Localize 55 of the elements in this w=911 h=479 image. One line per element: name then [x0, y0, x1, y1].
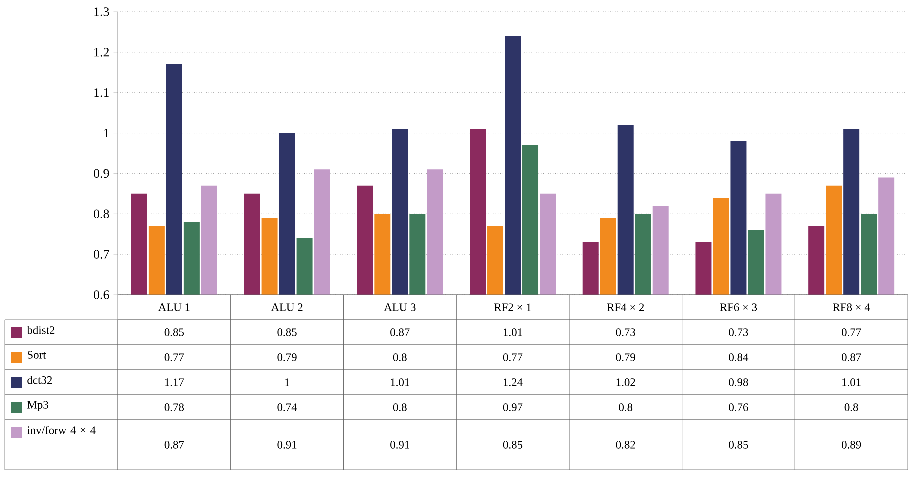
legend-label: Sort — [28, 351, 46, 359]
y-tick-label: 0.6 — [94, 290, 110, 300]
y-tick-label: 1 — [104, 129, 109, 138]
data-label: 0.82 — [616, 441, 636, 449]
data-label: 0.78 — [164, 404, 184, 412]
x-tick-label: ALU 1 — [158, 304, 190, 312]
x-tick-label: ALU 2 — [271, 304, 303, 312]
data-label: 1.17 — [165, 378, 184, 386]
data-label: 1.01 — [842, 378, 861, 386]
data-label: 0.85 — [729, 441, 748, 449]
data-label: 0.77 — [503, 354, 523, 362]
y-tick-label: 1.2 — [94, 48, 110, 57]
data-label: 1.02 — [616, 378, 636, 386]
data-label: 0.87 — [390, 328, 410, 336]
y-tick-label: 0.9 — [94, 169, 110, 178]
data-label: 0.85 — [164, 328, 184, 336]
data-label: 0.8 — [393, 354, 407, 362]
data-label: 1 — [285, 378, 290, 386]
data-label: 0.8 — [619, 404, 633, 412]
x-tick-label: RF6 × 3 — [720, 304, 758, 312]
legend-label: inv/forw 4 × 4 — [27, 426, 96, 434]
y-tick-label: 0.7 — [94, 250, 110, 259]
data-label: 1.01 — [504, 328, 522, 336]
data-label: 0.77 — [842, 328, 862, 336]
legend-label: dct32 — [28, 376, 52, 384]
data-label: 1.01 — [391, 378, 410, 386]
x-tick-label: ALU 3 — [384, 304, 416, 312]
x-tick-label: RF2 × 1 — [494, 304, 532, 312]
data-label: 0.91 — [278, 441, 297, 449]
data-label: 0.98 — [729, 378, 748, 386]
data-label: 0.73 — [616, 328, 636, 336]
data-label: 0.85 — [278, 328, 297, 336]
data-label: 1.24 — [504, 378, 523, 386]
data-label: 0.76 — [729, 404, 748, 412]
data-label: 0.79 — [616, 354, 636, 362]
data-label: 0.79 — [278, 354, 297, 362]
y-tick-label: 1.3 — [94, 8, 110, 16]
data-label: 0.74 — [278, 404, 298, 412]
data-label: 0.85 — [503, 441, 523, 449]
data-label: 0.87 — [842, 354, 862, 362]
data-label: 0.73 — [729, 328, 748, 336]
y-tick-label: 1.1 — [94, 88, 109, 98]
legend-label: bdist2 — [27, 326, 55, 334]
data-label: 0.84 — [729, 354, 749, 362]
data-label: 0.89 — [842, 441, 862, 449]
data-label: 0.77 — [164, 354, 184, 362]
data-label: 0.8 — [393, 404, 407, 412]
x-tick-label: RF8 × 4 — [833, 304, 870, 312]
data-label: 0.97 — [503, 404, 523, 412]
y-tick-label: 0.8 — [94, 210, 110, 219]
data-label: 0.87 — [164, 441, 184, 449]
data-label: 0.91 — [390, 441, 410, 449]
data-label: 0.8 — [844, 404, 858, 412]
x-tick-label: RF4 × 2 — [607, 304, 644, 312]
legend-label: Mp3 — [28, 401, 48, 412]
